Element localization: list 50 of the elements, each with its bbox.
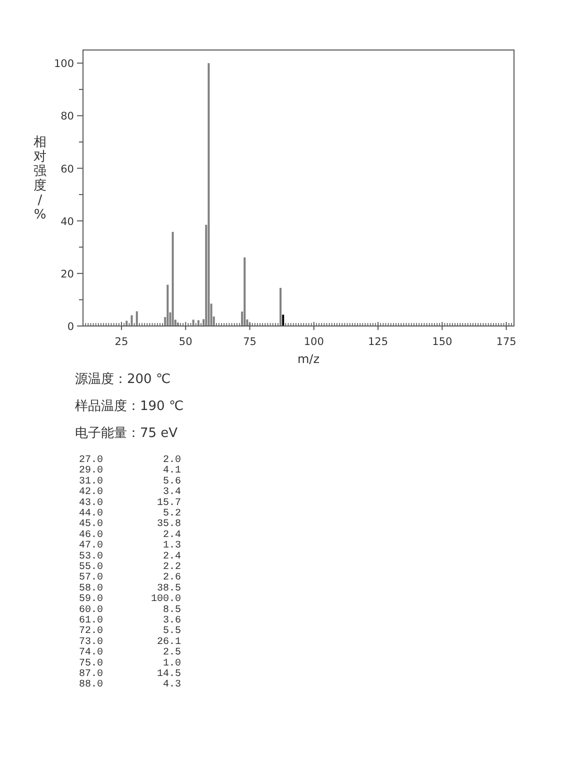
text: 53.0 2.4	[79, 551, 182, 562]
x-tick-label: 50	[178, 336, 192, 348]
text: 44.0 5.2	[79, 508, 182, 520]
bar	[282, 314, 284, 326]
text: 27.0 2.0	[79, 455, 182, 466]
y-tick-label: 80	[60, 110, 74, 123]
text: 75.0 1.0	[79, 658, 182, 670]
x-tick-label: 25	[114, 336, 128, 348]
bar	[166, 284, 169, 326]
bar	[244, 257, 246, 326]
y-tick-label: 100	[54, 58, 74, 70]
text: 87.0 14.5	[79, 669, 182, 680]
text: 61.0 3.6	[79, 616, 182, 626]
text: 58.0 38.5	[79, 583, 182, 594]
text: 59.0 100.0	[79, 594, 182, 606]
y-tick-label: 60	[60, 163, 74, 176]
y-tick-label: 0	[67, 321, 74, 333]
text: 60.0 8.5	[79, 604, 182, 616]
bar	[197, 320, 200, 326]
bar	[136, 311, 138, 326]
bar	[172, 232, 174, 326]
text: 55.0 2.2	[79, 562, 182, 573]
y-axis-title: 相对强度/%	[34, 135, 46, 222]
y-tick-label: 20	[60, 268, 74, 280]
x-axis-title: m/z	[297, 352, 320, 366]
x-tick-label: 150	[432, 336, 452, 348]
x-tick-label: 100	[304, 336, 324, 348]
text: 74.0 2.5	[79, 648, 182, 659]
text: 源温度：200 ℃	[75, 371, 171, 387]
x-tick-label: 75	[243, 336, 256, 348]
y-tick-label: 40	[60, 216, 74, 228]
text: 样品温度：190 ℃	[75, 398, 184, 414]
text: 47.0 1.3	[79, 540, 182, 552]
bar	[208, 63, 210, 326]
text: 73.0 26.1	[79, 636, 182, 648]
text: 45.0 35.8	[79, 519, 182, 530]
text: 43.0 15.7	[79, 498, 182, 509]
bar	[192, 320, 194, 326]
text: 72.0 5.5	[79, 626, 182, 638]
text: 29.0 4.1	[79, 466, 182, 477]
bar	[130, 315, 133, 326]
text: 电子能量：75 eV	[75, 426, 178, 441]
text: 42.0 3.4	[79, 487, 182, 498]
x-tick-label: 175	[496, 336, 516, 348]
bar	[280, 288, 282, 326]
text: 46.0 2.4	[79, 530, 182, 541]
x-tick-label: 125	[368, 336, 388, 348]
text: 31.0 5.6	[79, 476, 182, 488]
text: 57.0 2.6	[79, 572, 182, 584]
text: 88.0 4.3	[79, 680, 182, 691]
